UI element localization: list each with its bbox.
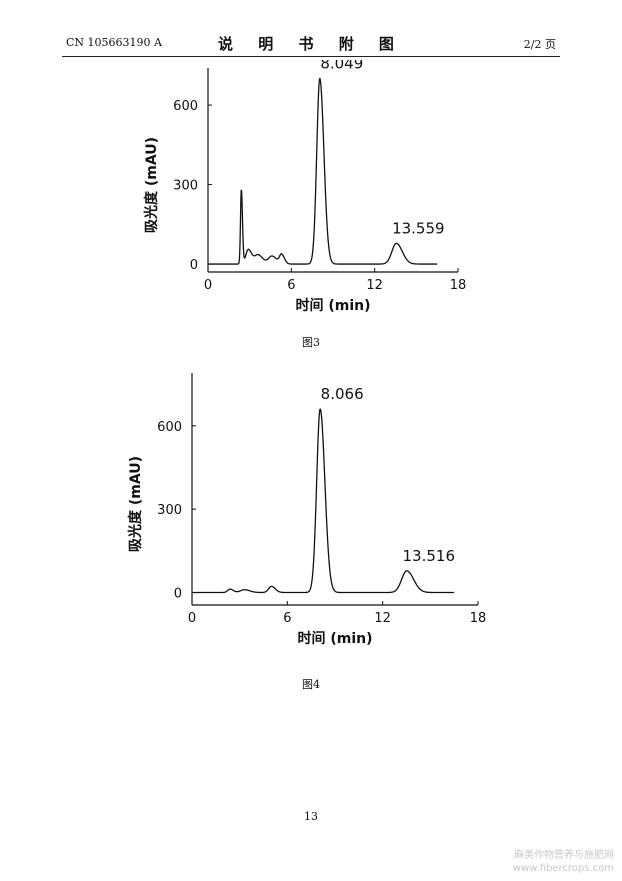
x-tick-label: 18 bbox=[450, 278, 467, 293]
x-tick-label: 6 bbox=[287, 278, 295, 293]
peak-retention-label: 13.559 bbox=[392, 219, 445, 237]
header-rule bbox=[62, 56, 560, 57]
chromatogram-figure-3: 0 6 12 18 0 300 600 时间 (min) 吸光度 (mAU) 8.049 13.55… bbox=[143, 60, 466, 314]
page-number: 13 bbox=[304, 810, 318, 823]
axes bbox=[207, 68, 459, 273]
chromatogram-trace bbox=[192, 408, 455, 594]
watermark-line-1: 麻类作物营养与施肥网 bbox=[514, 850, 614, 861]
y-tick-label: 300 bbox=[157, 503, 182, 518]
axes bbox=[191, 373, 479, 606]
chromatogram-figure-4: 0 6 12 18 0 300 600 时间 (min) 吸光度 (mAU) 8.066 13.51… bbox=[127, 373, 486, 647]
peak-retention-label: 13.516 bbox=[403, 547, 456, 565]
y-axis-label: 吸光度 (mAU) bbox=[143, 137, 160, 233]
watermark: 麻类作物营养与施肥网 www.fibercrops.com bbox=[513, 849, 614, 875]
page-count: 2/2 页 bbox=[523, 38, 556, 51]
x-tick-label: 12 bbox=[366, 278, 383, 293]
figure-caption-4: 图4 bbox=[302, 678, 320, 691]
figure-caption-3: 图3 bbox=[302, 336, 320, 349]
labels-layer: 0 6 12 18 0 300 600 时间 (min) 吸光度 (mAU) 8.066 13.51… bbox=[127, 385, 486, 647]
peak-retention-label: 8.066 bbox=[321, 385, 364, 403]
peak-retention-label: 8.049 bbox=[320, 60, 363, 73]
page-title: 说 明 书 附 图 bbox=[218, 35, 404, 53]
trace-layer bbox=[192, 408, 455, 594]
x-tick-label: 0 bbox=[204, 278, 212, 293]
y-tick-label: 600 bbox=[173, 99, 198, 114]
chromatogram-trace bbox=[208, 77, 438, 265]
y-tick-label: 600 bbox=[157, 420, 182, 435]
labels-layer: 0 6 12 18 0 300 600 时间 (min) 吸光度 (mAU) 8.049 13.55… bbox=[143, 60, 466, 314]
x-tick-label: 18 bbox=[470, 611, 487, 626]
y-axis-label: 吸光度 (mAU) bbox=[127, 456, 144, 552]
y-tick-label: 0 bbox=[174, 586, 182, 601]
x-axis-label: 时间 (min) bbox=[297, 630, 372, 647]
x-tick-label: 6 bbox=[283, 611, 291, 626]
patent-number: CN 105663190 A bbox=[66, 36, 162, 49]
x-tick-label: 12 bbox=[374, 611, 391, 626]
y-tick-label: 300 bbox=[173, 179, 198, 194]
trace-layer bbox=[208, 77, 438, 265]
y-tick-label: 0 bbox=[190, 258, 198, 273]
x-tick-label: 0 bbox=[188, 611, 196, 626]
x-axis-label: 时间 (min) bbox=[295, 297, 370, 314]
watermark-line-2: www.fibercrops.com bbox=[512, 863, 614, 874]
